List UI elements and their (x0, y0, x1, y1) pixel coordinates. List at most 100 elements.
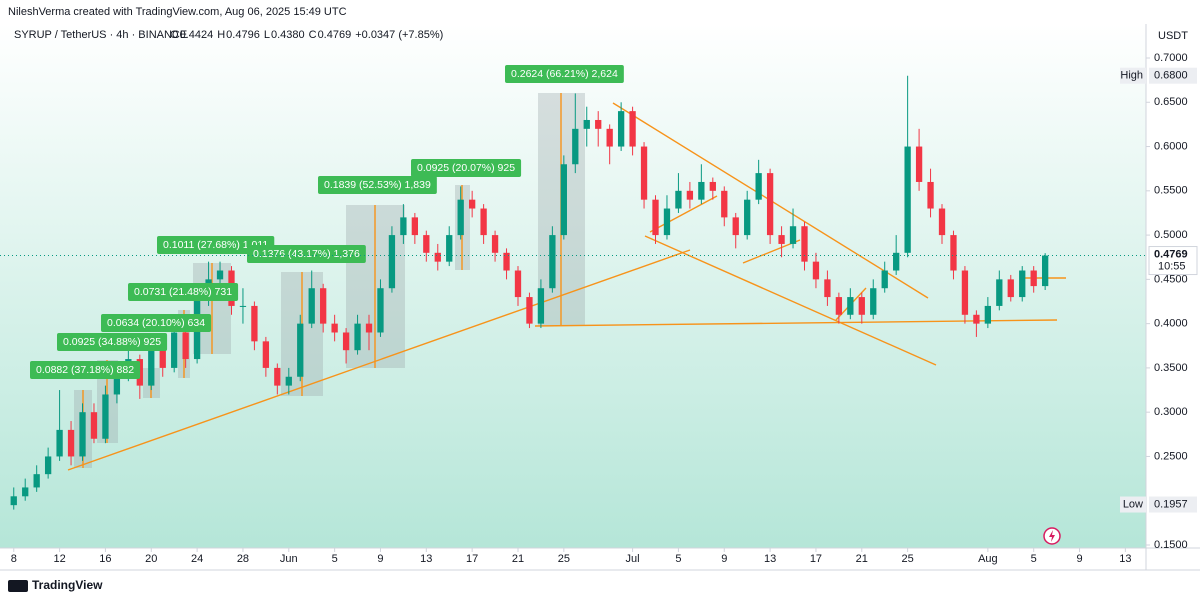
candle-body (274, 367, 281, 386)
y-tick-label: 0.1500 (1154, 539, 1188, 551)
x-tick-label: 5 (332, 553, 338, 565)
ohlc-value: 0.4796 (226, 29, 260, 41)
candle-body (617, 111, 625, 147)
candle-body (331, 323, 338, 333)
candle-body (663, 208, 671, 236)
candle-body (824, 279, 831, 298)
logo (8, 580, 28, 592)
candle-body (721, 190, 728, 218)
x-tick-label: Jun (280, 553, 298, 565)
candle-body (1030, 270, 1037, 287)
candle-body (434, 252, 441, 262)
candle-body (457, 199, 464, 236)
candle-body (285, 376, 292, 386)
measure-label-bg (411, 159, 522, 177)
x-tick-label: 13 (420, 553, 432, 565)
last-price-bg (1148, 246, 1198, 276)
ohlc-key: H (217, 29, 225, 41)
x-tick-label: 9 (377, 553, 383, 565)
candle-body (915, 146, 923, 182)
symbol: SYRUP / TetherUS · 4h · BINANCE (14, 29, 187, 41)
candle-body (491, 235, 499, 253)
candle-body (606, 128, 613, 147)
candle-body (1042, 255, 1049, 287)
price-marker-label: 0.6800 (1154, 70, 1188, 82)
trend-line (644, 235, 937, 366)
measure-label: 0.0634 (20.10%) 634 (107, 317, 205, 329)
candle-body (377, 288, 384, 333)
candle-body (732, 217, 739, 236)
candle-body (480, 208, 487, 236)
candle-body (640, 146, 648, 200)
candle-body (595, 119, 602, 129)
y-tick-label: 0.6500 (1154, 96, 1188, 108)
candle-body (308, 288, 315, 324)
candle-body (216, 270, 224, 280)
candle-body (801, 226, 808, 262)
annotations: 0.0882 (37.18%) 882 0.0925 (34.88%) 925 0.… (30, 65, 624, 379)
candle-body (423, 235, 430, 253)
x-tick-label: 5 (1031, 553, 1037, 565)
last-price-label: 0.4769 (1154, 248, 1188, 260)
x-tick-label: Jul (626, 553, 640, 565)
candle-body (342, 332, 350, 351)
candle-body (10, 496, 17, 506)
ohlc-value: 0.4769 (318, 29, 352, 41)
candle-body (33, 474, 40, 488)
x-tick-label: 28 (237, 553, 249, 565)
candle-body (297, 323, 304, 377)
candle-body (469, 199, 476, 209)
candle-body (503, 252, 510, 271)
ohlc-legend: O 0.4424 H 0.4796 L 0.4380 C 0.4769 +0.0347 (+7.… (170, 29, 443, 41)
candle-body (893, 252, 900, 271)
candle-body (365, 323, 373, 333)
measure-label: 0.0882 (37.18%) 882 (36, 364, 134, 376)
y-tick-label: 0.2500 (1154, 450, 1188, 462)
measure-label: 0.1011 (27.68%) 1,011 (163, 239, 268, 251)
x-tick-label: 8 (11, 553, 17, 565)
candle-body (44, 456, 52, 475)
measure-label-bg (57, 333, 168, 351)
candle-body (938, 208, 946, 236)
candle-body (766, 173, 774, 236)
y-tick-label: 0.4000 (1154, 318, 1188, 330)
candle-body (847, 297, 854, 315)
alert-bolt (1049, 530, 1055, 542)
ohlc-change: +0.0347 (+7.85%) (355, 29, 443, 41)
y-tick-label: 0.5500 (1154, 185, 1188, 197)
candle-body (812, 261, 820, 280)
trend-line (534, 319, 1058, 327)
candle-body (400, 217, 407, 236)
y-tick-label: 0.5000 (1154, 229, 1188, 241)
measure-label-bg (30, 361, 141, 379)
x-tick-label: 21 (512, 553, 524, 565)
candle-body (652, 199, 659, 236)
candle-body (744, 199, 751, 236)
price-marker-tag-bg (1120, 496, 1146, 513)
candle-body (870, 288, 877, 315)
measure-label: 0.1839 (52.53%) 1,839 (324, 179, 431, 191)
candle-body (159, 350, 166, 368)
candle-body (572, 128, 579, 165)
x-tick-label: 16 (99, 553, 111, 565)
y-tick-label: 0.3500 (1154, 362, 1188, 374)
candle-body (514, 270, 522, 298)
candle-body (755, 173, 762, 200)
price-marker-bg (1149, 496, 1197, 513)
candle-body (171, 332, 178, 368)
trend-line (67, 249, 691, 471)
price-marker-bg (1149, 67, 1197, 84)
candle-body (629, 111, 636, 147)
x-tick-label: 20 (145, 553, 157, 565)
candle-body (79, 412, 86, 457)
candle-body (904, 146, 911, 253)
candle-body (354, 323, 361, 351)
candle-body (927, 181, 934, 209)
currency: USDT (1158, 30, 1188, 42)
candle-body (583, 119, 590, 129)
candle-body (973, 314, 980, 324)
candle-body (1019, 270, 1026, 298)
ohlc-value: 0.4380 (271, 29, 305, 41)
ohlc-value: 0.4424 (180, 29, 214, 41)
